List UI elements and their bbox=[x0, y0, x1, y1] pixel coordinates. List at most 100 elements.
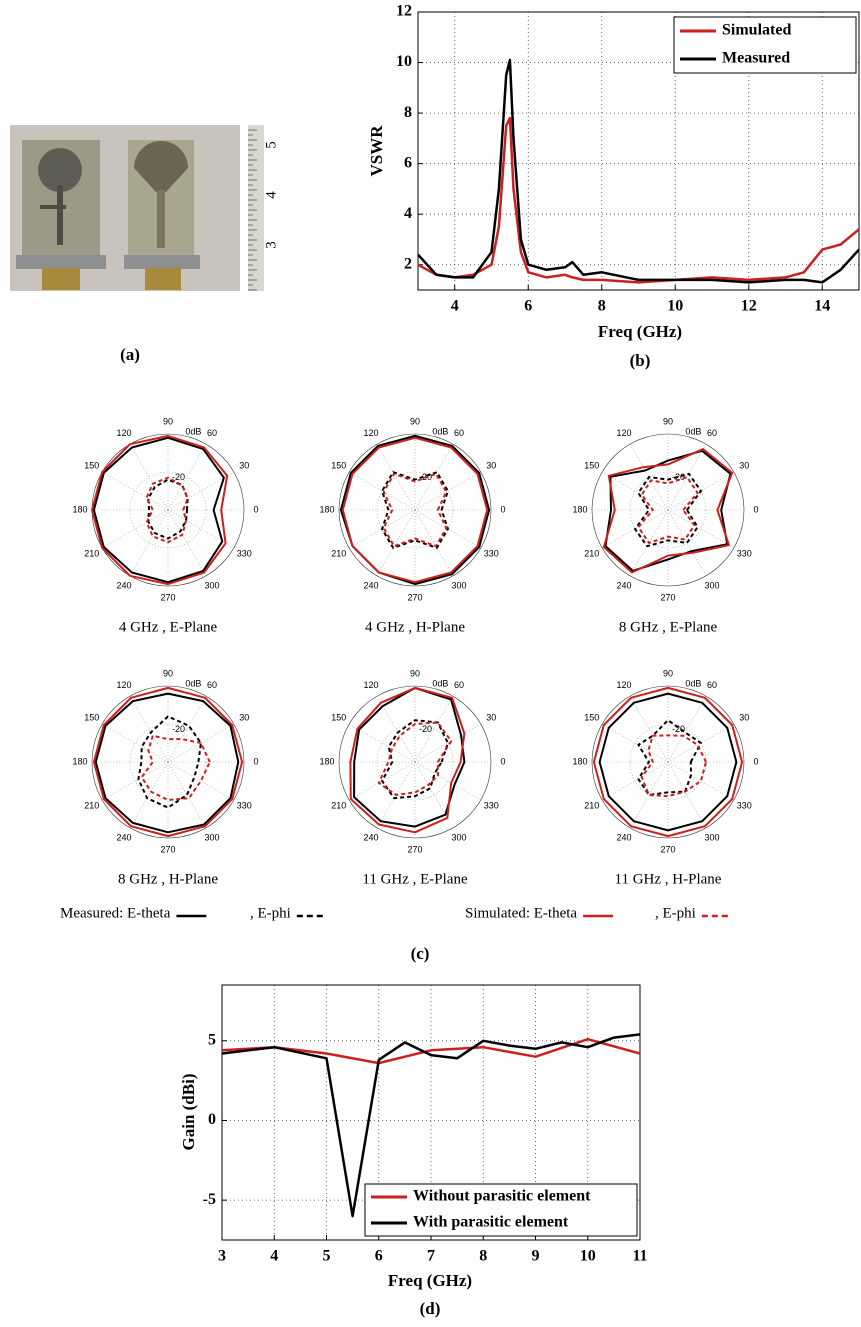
x-tick-label: 10 bbox=[667, 298, 683, 315]
theta-tick-label: 180 bbox=[572, 504, 587, 514]
x-tick-label: 11 bbox=[632, 1248, 647, 1265]
theta-tick-label: 300 bbox=[204, 581, 219, 591]
theta-tick-label: 180 bbox=[72, 504, 87, 514]
theta-tick-label: 0 bbox=[253, 756, 258, 766]
ruler-label: 3 bbox=[263, 241, 279, 249]
x-tick-label: 9 bbox=[532, 1248, 540, 1265]
theta-tick-label: 180 bbox=[72, 756, 87, 766]
theta-tick-label: 330 bbox=[737, 800, 752, 810]
grid-spoke bbox=[102, 472, 168, 510]
grid-spoke bbox=[130, 510, 168, 576]
theta-tick-label: 210 bbox=[584, 548, 599, 558]
theta-tick-label: 330 bbox=[237, 800, 252, 810]
ruler-label: 4 bbox=[263, 191, 279, 199]
theta-tick-label: 210 bbox=[331, 548, 346, 558]
theta-tick-label: 180 bbox=[319, 504, 334, 514]
r-tick-label: 0dB bbox=[185, 678, 201, 688]
pattern-line bbox=[350, 688, 464, 832]
connector bbox=[145, 268, 181, 290]
y-tick-label: 6 bbox=[404, 154, 412, 171]
connector-flange bbox=[124, 255, 200, 269]
y-tick-label: -5 bbox=[203, 1191, 216, 1208]
feed bbox=[157, 190, 165, 248]
theta-tick-label: 90 bbox=[410, 416, 420, 426]
theta-tick-label: 210 bbox=[584, 800, 599, 810]
x-tick-label: 12 bbox=[741, 298, 757, 315]
theta-tick-label: 60 bbox=[454, 680, 464, 690]
x-tick-label: 8 bbox=[598, 298, 606, 315]
y-tick-label: 0 bbox=[208, 1111, 216, 1128]
ruler-label: 5 bbox=[263, 141, 279, 149]
x-tick-label: 3 bbox=[218, 1248, 226, 1265]
theta-tick-label: 300 bbox=[204, 833, 219, 843]
panel-label: (b) bbox=[630, 351, 651, 370]
theta-tick-label: 240 bbox=[363, 833, 378, 843]
theta-tick-label: 150 bbox=[584, 712, 599, 722]
theta-tick-label: 240 bbox=[363, 581, 378, 591]
x-tick-label: 10 bbox=[580, 1248, 596, 1265]
y-tick-label: 8 bbox=[404, 104, 412, 121]
theta-tick-label: 150 bbox=[584, 460, 599, 470]
theta-tick-label: 330 bbox=[237, 548, 252, 558]
r-tick-label: -20 bbox=[672, 724, 685, 734]
theta-tick-label: 0 bbox=[753, 756, 758, 766]
r-tick-label: -20 bbox=[419, 724, 432, 734]
y-tick-label: 2 bbox=[404, 255, 412, 272]
chart-caption: 4 GHz , H-Plane bbox=[365, 619, 465, 635]
series-line bbox=[418, 118, 859, 282]
theta-tick-label: 30 bbox=[739, 460, 749, 470]
x-tick-label: 6 bbox=[524, 298, 532, 315]
theta-tick-label: 180 bbox=[572, 756, 587, 766]
theta-tick-label: 300 bbox=[451, 833, 466, 843]
theta-tick-label: 30 bbox=[239, 712, 249, 722]
r-tick-label: 0dB bbox=[432, 426, 448, 436]
y-tick-label: 5 bbox=[208, 1031, 216, 1048]
legend-label: Simulated bbox=[722, 22, 791, 39]
theta-tick-label: 30 bbox=[486, 712, 496, 722]
x-axis-label: Freq (GHz) bbox=[598, 322, 682, 341]
chart-caption: 4 GHz , E-Plane bbox=[119, 619, 218, 635]
theta-tick-label: 240 bbox=[616, 581, 631, 591]
theta-tick-label: 90 bbox=[663, 668, 673, 678]
theta-tick-label: 120 bbox=[616, 428, 631, 438]
pattern-line bbox=[638, 720, 701, 795]
legend-label: Measured bbox=[722, 50, 790, 67]
theta-tick-label: 90 bbox=[663, 416, 673, 426]
theta-tick-label: 90 bbox=[163, 668, 173, 678]
r-tick-label: 0dB bbox=[685, 426, 701, 436]
theta-tick-label: 30 bbox=[239, 460, 249, 470]
legend-label: Without parasitic element bbox=[413, 1188, 591, 1205]
theta-tick-label: 330 bbox=[484, 548, 499, 558]
chart-caption: 8 GHz , E-Plane bbox=[619, 619, 718, 635]
grid-spoke bbox=[377, 510, 415, 576]
r-tick-label: -20 bbox=[172, 724, 185, 734]
chart-caption: 11 GHz , H-Plane bbox=[615, 871, 722, 887]
theta-tick-label: 150 bbox=[84, 460, 99, 470]
legend-label: , E-phi bbox=[250, 905, 291, 921]
x-axis-label: Freq (GHz) bbox=[388, 1271, 472, 1290]
theta-tick-label: 120 bbox=[363, 680, 378, 690]
panel-label: (c) bbox=[411, 944, 430, 963]
x-tick-label: 6 bbox=[375, 1248, 383, 1265]
legend-label: , E-phi bbox=[655, 905, 696, 921]
theta-tick-label: 0 bbox=[753, 504, 758, 514]
x-tick-label: 4 bbox=[451, 298, 459, 315]
theta-tick-label: 120 bbox=[363, 428, 378, 438]
theta-tick-label: 270 bbox=[407, 844, 422, 854]
theta-tick-label: 0 bbox=[253, 504, 258, 514]
connector-flange bbox=[16, 255, 106, 269]
chart-caption: 11 GHz , E-Plane bbox=[362, 871, 468, 887]
grid-spoke bbox=[130, 762, 168, 828]
theta-tick-label: 240 bbox=[616, 833, 631, 843]
theta-tick-label: 270 bbox=[160, 844, 175, 854]
x-tick-label: 4 bbox=[270, 1248, 278, 1265]
theta-tick-label: 270 bbox=[160, 592, 175, 602]
theta-tick-label: 90 bbox=[410, 668, 420, 678]
x-tick-label: 8 bbox=[479, 1248, 487, 1265]
theta-tick-label: 120 bbox=[116, 428, 131, 438]
theta-tick-label: 330 bbox=[484, 800, 499, 810]
theta-tick-label: 30 bbox=[739, 712, 749, 722]
r-tick-label: 0dB bbox=[432, 678, 448, 688]
y-tick-label: 10 bbox=[396, 53, 412, 70]
y-axis-label: VSWR bbox=[367, 125, 386, 177]
